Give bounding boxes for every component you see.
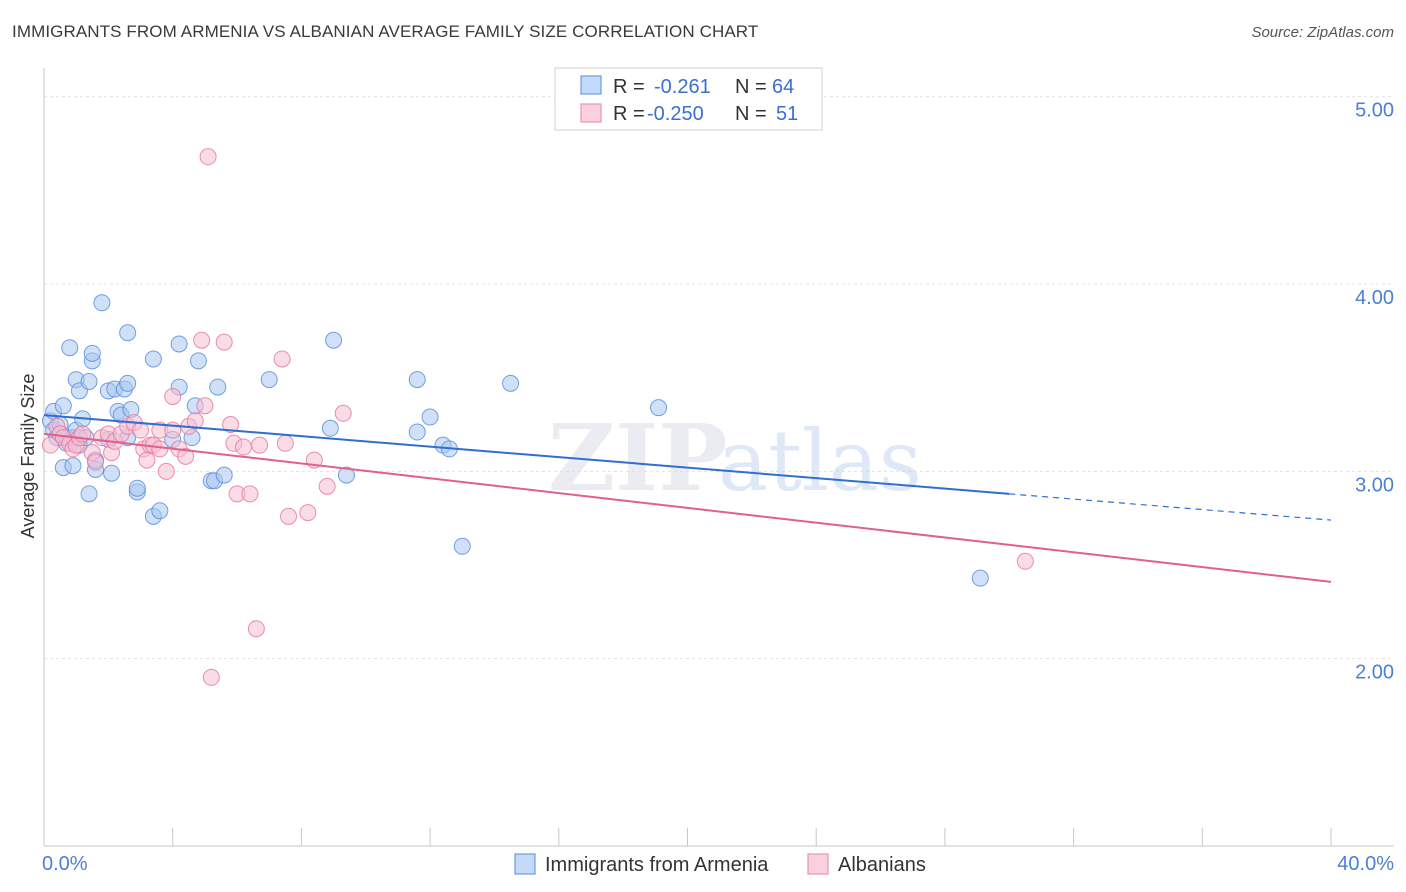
stats-n-value-2: 51 (776, 103, 798, 125)
stats-r-value-2: -0.250 (647, 103, 704, 125)
trend-line-armenia (43, 414, 1010, 495)
legend-swatch-armenia (514, 853, 536, 875)
point-armenia-56 (408, 371, 426, 389)
stats-swatch-armenia (580, 75, 602, 95)
point-albanians-36 (215, 333, 233, 351)
point-armenia-41 (151, 502, 169, 520)
point-albanians-46 (280, 507, 298, 525)
point-armenia-58 (421, 408, 439, 426)
point-armenia-50 (209, 378, 227, 396)
stats-box: R = -0.261 N = 64 R = -0.250 N = 51 (554, 67, 823, 131)
point-armenia-34 (119, 324, 137, 342)
gridlines (44, 96, 1394, 660)
point-armenia-12 (64, 457, 82, 475)
point-albanians-42 (247, 620, 265, 638)
point-albanians-25 (157, 462, 175, 480)
y-tick-label-2: 4.00 (1355, 287, 1394, 309)
point-albanians-43 (251, 436, 269, 454)
point-armenia-44 (170, 335, 188, 353)
y-tick-label-1: 3.00 (1355, 474, 1394, 496)
point-armenia-51 (215, 466, 233, 484)
point-armenia-62 (502, 374, 520, 392)
trend-lines (43, 414, 1332, 583)
source-label: Source: ZipAtlas.com (1251, 24, 1394, 41)
stats-r-label-1: R = (613, 76, 645, 98)
point-armenia-64 (971, 569, 989, 587)
legend-label-albanians: Albanians (838, 854, 926, 876)
point-armenia-40 (144, 350, 162, 368)
point-armenia-47 (189, 352, 207, 370)
point-albanians-32 (193, 331, 211, 349)
point-albanians-37 (222, 416, 240, 434)
point-albanians-31 (186, 412, 204, 430)
point-albanians-24 (151, 440, 169, 458)
stats-n-label-2: N = (735, 103, 767, 125)
point-armenia-57 (408, 423, 426, 441)
point-albanians-18 (132, 421, 150, 439)
x-tick-label-min: 0.0% (42, 853, 88, 875)
point-armenia-55 (337, 466, 355, 484)
point-armenia-10 (61, 339, 79, 357)
chart-title: IMMIGRANTS FROM ARMENIA VS ALBANIAN AVER… (12, 22, 759, 41)
point-armenia-28 (103, 464, 121, 482)
point-albanians-34 (199, 148, 217, 166)
legend-swatch-albanians (807, 853, 829, 875)
legend-label-armenia: Immigrants from Armenia (545, 854, 769, 876)
stats-r-label-2: R = (613, 103, 645, 125)
stats-n-value-1: 64 (772, 76, 794, 98)
point-albanians-33 (196, 397, 214, 415)
series-albanians-points (41, 148, 1034, 686)
point-armenia-6 (54, 397, 72, 415)
point-albanians-0 (41, 436, 59, 454)
point-armenia-38 (128, 479, 146, 497)
point-albanians-47 (299, 504, 317, 522)
point-albanians-45 (276, 434, 294, 452)
stats-r-value-1: -0.261 (654, 76, 711, 98)
x-tick-label-max: 40.0% (1337, 853, 1394, 875)
y-tick-labels: 2.00 3.00 4.00 5.00 (1355, 100, 1394, 684)
trend-line-albanians (43, 432, 1332, 583)
point-armenia-54 (325, 331, 343, 349)
point-armenia-25 (93, 294, 111, 312)
point-armenia-22 (83, 344, 101, 362)
y-axis-title: Average Family Size (18, 374, 38, 539)
point-armenia-35 (119, 374, 137, 392)
legend: Immigrants from Armenia Albanians (514, 853, 926, 876)
point-albanians-40 (234, 438, 252, 456)
point-armenia-52 (260, 371, 278, 389)
point-albanians-50 (334, 404, 352, 422)
point-albanians-44 (273, 350, 291, 368)
point-armenia-63 (650, 399, 668, 417)
point-albanians-51 (1016, 552, 1034, 570)
stats-swatch-albanians (580, 103, 602, 123)
point-albanians-27 (164, 387, 182, 405)
point-albanians-20 (138, 451, 156, 469)
point-albanians-10 (86, 453, 104, 471)
point-albanians-29 (177, 447, 195, 465)
point-armenia-19 (80, 485, 98, 503)
y-tick-label-3: 5.00 (1355, 100, 1394, 122)
stats-n-label-1: N = (735, 76, 767, 98)
y-tick-label-0: 2.00 (1355, 662, 1394, 684)
watermark-atlas: atlas (718, 412, 922, 510)
point-albanians-41 (241, 485, 259, 503)
point-albanians-35 (202, 668, 220, 686)
trend-line-armenia-extension (1009, 493, 1332, 521)
point-armenia-61 (453, 537, 471, 555)
point-albanians-49 (318, 477, 336, 495)
point-armenia-53 (321, 419, 339, 437)
axes (43, 68, 1394, 847)
point-armenia-20 (80, 372, 98, 390)
